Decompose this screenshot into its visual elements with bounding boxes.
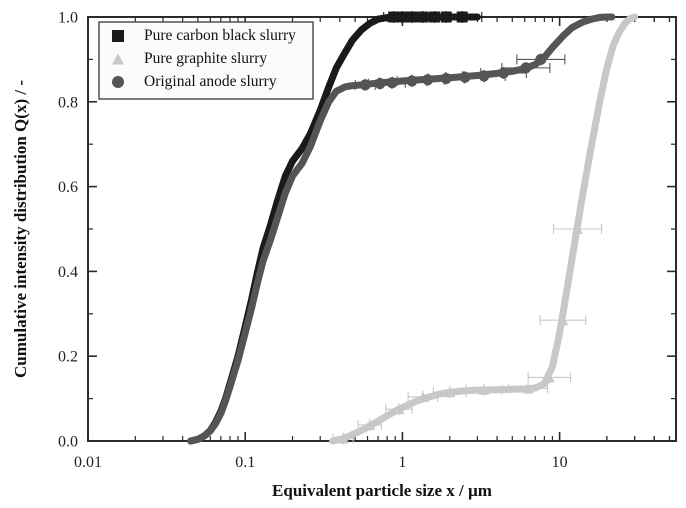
data-point-marker [364, 419, 376, 430]
y-tick-label: 0.0 [58, 434, 78, 451]
data-point-marker [396, 11, 408, 23]
data-point-marker [337, 433, 349, 444]
data-point-marker [557, 315, 569, 326]
data-point-marker [456, 11, 468, 23]
y-tick-label: 0.2 [58, 349, 78, 366]
legend-marker-square [112, 30, 124, 42]
y-tick-label: 0.8 [58, 94, 78, 111]
series-curve [329, 13, 639, 445]
legend-box [98, 21, 314, 100]
y-tick-label: 0.4 [58, 264, 78, 281]
data-point-marker [393, 404, 405, 415]
data-point-marker [459, 71, 471, 83]
data-point-marker [440, 11, 452, 23]
x-tick-label: 0.01 [74, 454, 102, 471]
y-axis-tick-labels: 0.0 0.2 0.4 0.6 0.8 1.0 [58, 10, 78, 451]
data-point-marker [359, 79, 371, 91]
data-point-marker [543, 372, 555, 383]
data-point-marker [478, 70, 490, 82]
y-tick-label: 1.0 [58, 10, 78, 27]
chart-legend: Pure carbon black slurry Pure graphite sl… [98, 21, 314, 100]
data-point-marker [386, 77, 398, 89]
y-axis-ticks [88, 16, 676, 442]
y-axis-label: Cumulative intensity distribution Q(x) /… [11, 80, 30, 378]
series-triangle [329, 13, 639, 445]
data-point-marker [428, 11, 440, 23]
x-axis-label: Equivalent particle size x / µm [272, 481, 492, 500]
data-point-marker [406, 11, 418, 23]
series-curve [187, 13, 616, 445]
data-point-marker [444, 387, 456, 398]
legend-label: Original anode slurry [144, 73, 277, 90]
x-tick-label: 10 [552, 454, 568, 471]
x-tick-label: 1 [398, 454, 406, 471]
y-tick-label: 0.6 [58, 179, 78, 196]
legend-marker-circle [112, 76, 124, 88]
data-point-marker [535, 53, 547, 65]
data-series-layer [187, 11, 639, 445]
series-circle [187, 13, 616, 445]
x-tick-label: 0.1 [235, 454, 255, 471]
data-point-marker [478, 384, 490, 395]
data-point-marker [417, 11, 429, 23]
data-point-marker [440, 72, 452, 84]
x-axis-tick-labels: 0.01 0.1 1 10 [74, 454, 568, 471]
data-point-marker [572, 223, 584, 235]
data-point-marker [417, 391, 429, 402]
data-point-marker [388, 11, 400, 23]
legend-marker-triangle [112, 53, 124, 65]
data-point-marker [422, 74, 434, 86]
data-point-marker [498, 67, 510, 79]
legend-label: Pure graphite slurry [144, 50, 267, 67]
legend-label: Pure carbon black slurry [144, 27, 296, 44]
data-point-marker [520, 62, 532, 74]
data-point-marker [406, 75, 418, 87]
data-point-marker [522, 383, 534, 394]
data-point-marker [374, 78, 386, 90]
